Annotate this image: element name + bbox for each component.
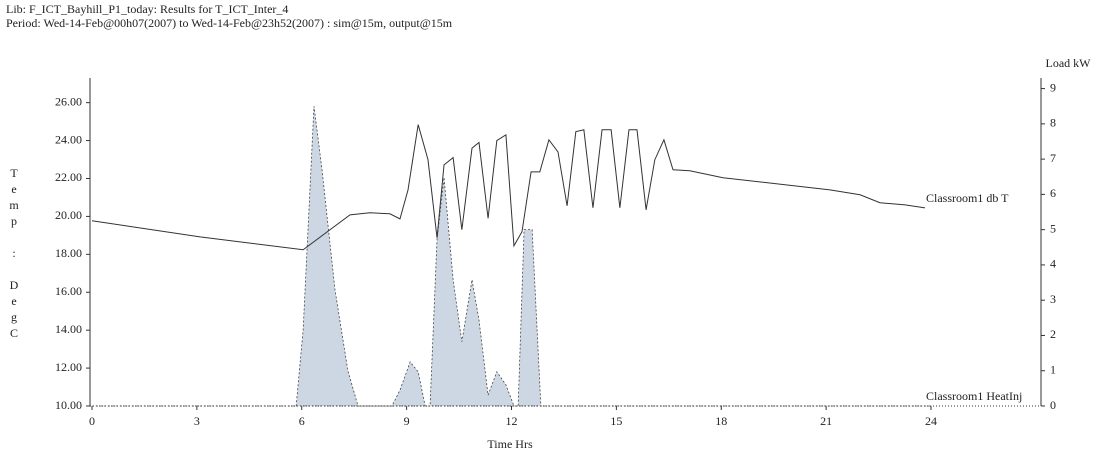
x-tick-label: 15 bbox=[610, 414, 622, 428]
y-tick-label: 12.00 bbox=[55, 360, 82, 374]
series-label: Classroom1 HeatInj bbox=[926, 389, 1022, 403]
y-tick-label: 26.00 bbox=[55, 94, 82, 108]
y-tick-label: 24.00 bbox=[55, 132, 82, 146]
header-line: Lib: F_ICT_Bayhill_P1_today: Results for… bbox=[6, 2, 288, 16]
x-tick-label: 18 bbox=[715, 414, 727, 428]
x-tick-label: 3 bbox=[194, 414, 200, 428]
area bbox=[92, 106, 931, 407]
y-tick-label: 10.00 bbox=[55, 398, 82, 412]
y2-tick-label: 2 bbox=[1050, 327, 1056, 341]
x-tick-label: 6 bbox=[299, 414, 305, 428]
header-line: Period: Wed-14-Feb@00h07(2007) to Wed-14… bbox=[6, 16, 453, 30]
x-tick-label: 9 bbox=[404, 414, 410, 428]
y2-axis-label: Load kW bbox=[1046, 56, 1092, 70]
y2-tick-label: 7 bbox=[1050, 151, 1056, 165]
y2-tick-label: 8 bbox=[1050, 116, 1056, 130]
x-tick-label: 21 bbox=[820, 414, 832, 428]
y-tick-label: 18.00 bbox=[55, 246, 82, 260]
x-tick-label: 0 bbox=[89, 414, 95, 428]
line bbox=[91, 124, 926, 251]
y2-tick-label: 5 bbox=[1050, 221, 1056, 235]
y2-tick-label: 9 bbox=[1050, 80, 1056, 94]
y-tick-label: 14.00 bbox=[55, 322, 82, 336]
y2-tick-label: 4 bbox=[1050, 257, 1056, 271]
y2-tick-label: 6 bbox=[1050, 186, 1056, 200]
y-tick-label: 22.00 bbox=[55, 170, 82, 184]
x-tick-label: 12 bbox=[506, 414, 518, 428]
y2-tick-label: 0 bbox=[1050, 398, 1056, 412]
series-label: Classroom1 db T bbox=[926, 191, 1009, 205]
y2-tick-label: 1 bbox=[1050, 362, 1056, 376]
y-axis-label: Temp : DegC bbox=[7, 166, 21, 342]
y2-tick-label: 3 bbox=[1050, 292, 1056, 306]
x-axis-label: Time Hrs bbox=[487, 437, 533, 451]
y-tick-label: 20.00 bbox=[55, 208, 82, 222]
x-tick-label: 24 bbox=[925, 414, 937, 428]
y-tick-label: 16.00 bbox=[55, 284, 82, 298]
